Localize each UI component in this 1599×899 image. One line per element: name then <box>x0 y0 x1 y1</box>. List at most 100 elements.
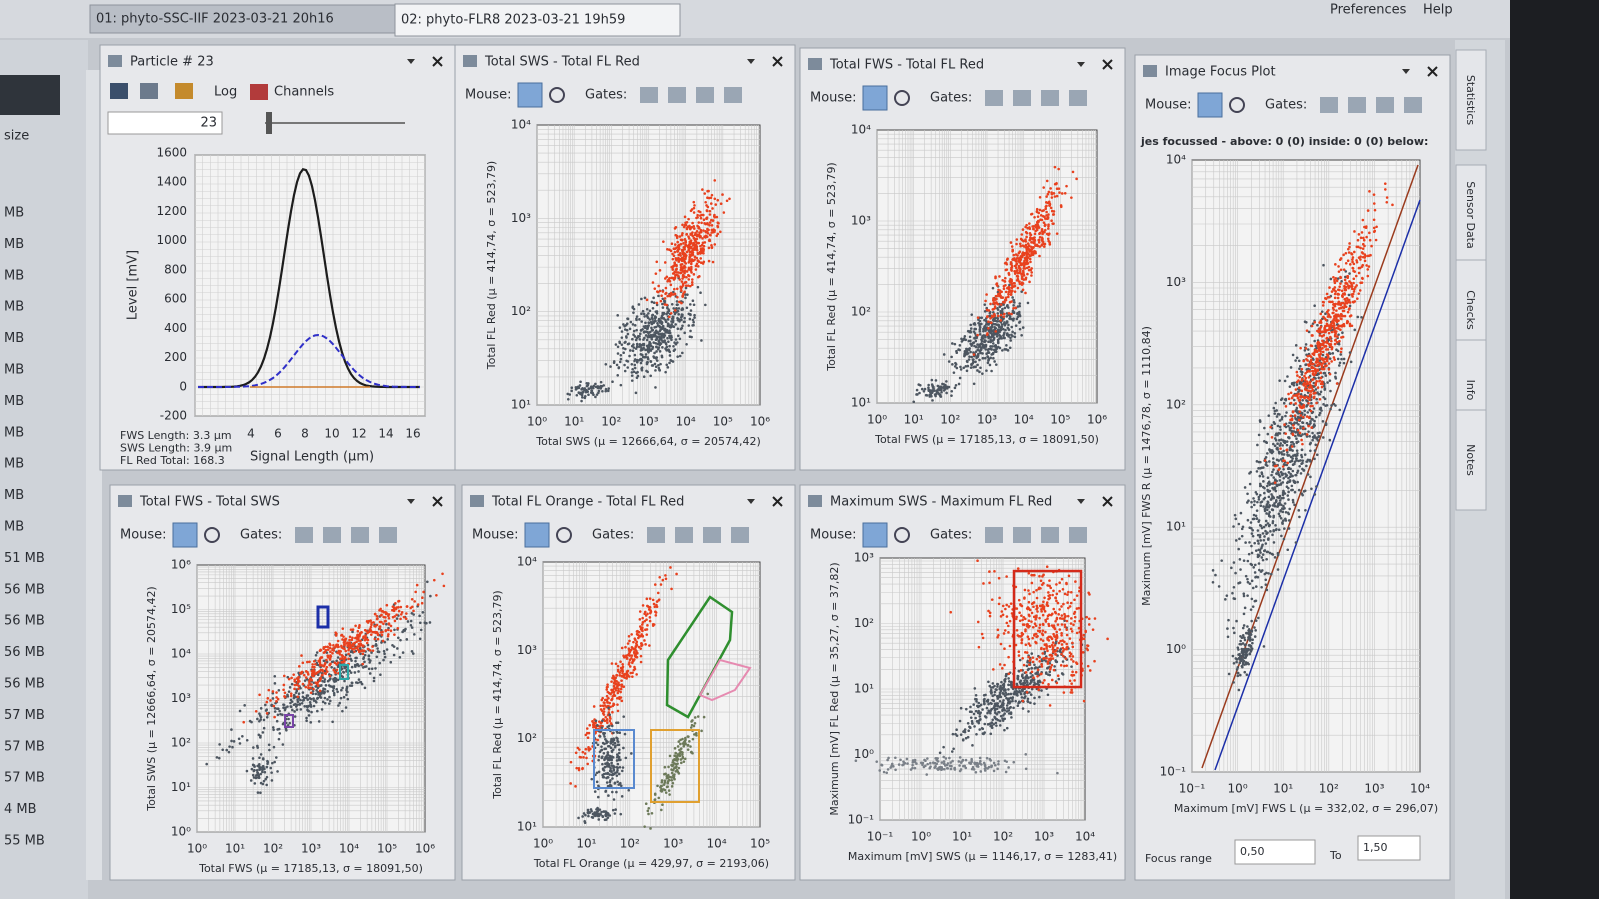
index-input[interactable] <box>107 111 223 135</box>
gate-tool[interactable] <box>295 527 313 543</box>
gate-tool[interactable] <box>1013 527 1031 543</box>
zoom-button[interactable] <box>549 87 565 103</box>
side-tab[interactable] <box>1455 164 1487 266</box>
gate-tool[interactable] <box>379 527 397 543</box>
dot-cloud <box>1227 616 1260 692</box>
x-tick-label: 10⁶ <box>415 842 435 856</box>
menu-item[interactable]: Preferences <box>1330 3 1407 18</box>
y-axis-label: Total FL Red (µ = 414,74, σ = 523,79) <box>485 161 498 370</box>
tab-active[interactable] <box>394 3 681 37</box>
x-tick-label: 10³ <box>638 415 658 429</box>
log-button[interactable]: Log <box>214 85 237 100</box>
focus-to-input[interactable] <box>1357 835 1421 861</box>
gate-tool[interactable] <box>1376 97 1394 113</box>
focus-from-input[interactable] <box>1234 839 1316 865</box>
side-tab-label: Statistics <box>1464 75 1477 126</box>
gate-tool[interactable] <box>1041 527 1059 543</box>
gate-tool[interactable] <box>731 527 749 543</box>
toolbar-icon[interactable] <box>140 83 158 99</box>
y-tick-label: 10² <box>851 305 871 319</box>
dot-cloud <box>577 806 623 825</box>
close-icon[interactable] <box>1102 496 1113 507</box>
gate-tool[interactable] <box>696 87 714 103</box>
x-axis-label: Total FWS (µ = 17185,13, σ = 18091,50) <box>874 433 1099 446</box>
dropdown-icon[interactable] <box>407 59 415 64</box>
dot-cloud <box>912 378 958 404</box>
y-tick-label: 10³ <box>171 691 191 705</box>
save-icon[interactable] <box>110 83 128 99</box>
gate <box>284 714 294 728</box>
menu-item[interactable]: Help <box>1423 3 1453 18</box>
close-icon[interactable] <box>772 56 783 67</box>
sidebar-item: 56 MB <box>4 677 45 692</box>
grid <box>536 125 760 406</box>
close-icon[interactable] <box>1427 66 1438 77</box>
y-tick-label: 10² <box>171 736 191 750</box>
gate-tool[interactable] <box>985 90 1003 106</box>
dropdown-icon[interactable] <box>1077 499 1085 504</box>
gate-tool[interactable] <box>351 527 369 543</box>
y-tick-label: 600 <box>164 292 187 306</box>
y-tick-label: 10¹ <box>1166 520 1186 534</box>
sidebar-item: 56 MB <box>4 614 45 629</box>
dropdown-icon[interactable] <box>1077 62 1085 67</box>
slider-thumb[interactable] <box>266 112 272 134</box>
dropdown-icon[interactable] <box>407 499 415 504</box>
gate-tool[interactable] <box>1320 97 1338 113</box>
gate-tool[interactable] <box>647 527 665 543</box>
dot-cloud <box>245 753 279 794</box>
x-tick-label: 10¹ <box>1273 782 1293 796</box>
gate-tool[interactable] <box>1041 90 1059 106</box>
mouse-label: Mouse: <box>472 528 519 543</box>
y-tick-label: 10⁻¹ <box>848 813 875 827</box>
zoom-button[interactable] <box>556 527 572 543</box>
gate-tool[interactable] <box>724 87 742 103</box>
gate-tool[interactable] <box>323 527 341 543</box>
close-icon[interactable] <box>432 56 443 67</box>
gate-tool[interactable] <box>668 87 686 103</box>
gates-label: Gates: <box>592 528 634 543</box>
gate-tool[interactable] <box>1069 90 1087 106</box>
side-tab[interactable] <box>1455 49 1487 151</box>
signal-curve-dashed <box>198 333 420 388</box>
gate-tool[interactable] <box>675 527 693 543</box>
pan-button[interactable] <box>862 522 888 548</box>
tab[interactable] <box>89 4 396 34</box>
gate-tool[interactable] <box>1013 90 1031 106</box>
close-icon[interactable] <box>772 496 783 507</box>
sidebar-item: 57 MB <box>4 739 45 754</box>
zoom-button[interactable] <box>894 90 910 106</box>
toolbar-icon[interactable] <box>175 83 193 99</box>
side-tab-label: Notes <box>1464 444 1477 476</box>
gate-tool[interactable] <box>1348 97 1366 113</box>
channels-button[interactable]: Channels <box>274 85 334 100</box>
pan-button[interactable] <box>1197 92 1223 118</box>
dropdown-icon[interactable] <box>747 59 755 64</box>
x-tick-label: 10⁶ <box>1087 413 1107 427</box>
gate <box>316 605 330 629</box>
pan-button[interactable] <box>862 85 888 111</box>
pan-button[interactable] <box>517 82 543 108</box>
pan-button[interactable] <box>172 522 198 548</box>
pan-button[interactable] <box>524 522 550 548</box>
dropdown-icon[interactable] <box>1402 69 1410 74</box>
y-tick-label: 10² <box>517 731 537 745</box>
channels-icon[interactable] <box>250 84 268 100</box>
gate-tool[interactable] <box>1069 527 1087 543</box>
gate <box>665 595 734 719</box>
dropdown-icon[interactable] <box>747 499 755 504</box>
gate-tool[interactable] <box>985 527 1003 543</box>
close-icon[interactable] <box>1102 59 1113 70</box>
zoom-button[interactable] <box>204 527 220 543</box>
side-tab[interactable] <box>1455 409 1487 511</box>
y-tick-label: 10³ <box>854 551 874 565</box>
zoom-button[interactable] <box>1229 97 1245 113</box>
y-tick-label: 1200 <box>156 204 187 218</box>
gates-label: Gates: <box>1265 98 1307 113</box>
gate-tool[interactable] <box>1404 97 1422 113</box>
gate-tool[interactable] <box>703 527 721 543</box>
scrollbar <box>86 70 102 880</box>
gate-tool[interactable] <box>640 87 658 103</box>
close-icon[interactable] <box>432 496 443 507</box>
zoom-button[interactable] <box>894 527 910 543</box>
